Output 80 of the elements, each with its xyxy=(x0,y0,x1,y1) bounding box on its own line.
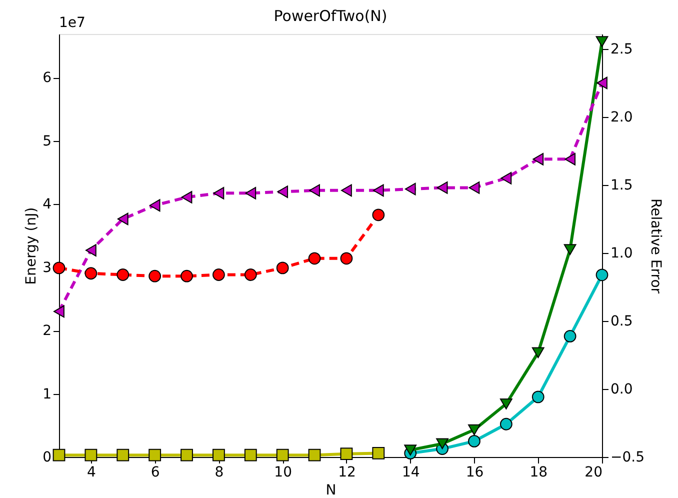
point xyxy=(52,262,66,274)
point xyxy=(277,186,288,198)
point xyxy=(180,448,193,462)
x-tick-label: 12 xyxy=(338,464,356,480)
y-tick-label: 3 xyxy=(42,260,52,276)
point xyxy=(564,330,576,342)
y2-tick-label: −0.5 xyxy=(610,450,644,466)
point xyxy=(212,268,225,281)
point xyxy=(564,244,576,256)
point xyxy=(372,208,385,222)
point xyxy=(500,418,512,430)
point xyxy=(404,444,417,456)
y-tick-label: 2 xyxy=(42,323,52,340)
point xyxy=(436,181,448,194)
text: 1e7 xyxy=(59,15,86,31)
point xyxy=(308,448,321,462)
point xyxy=(309,184,320,197)
point xyxy=(244,448,257,462)
y2-tick-label: 1.0 xyxy=(610,245,633,262)
x-tick-label: 4 xyxy=(86,464,96,480)
x-tick-label: 16 xyxy=(466,464,484,480)
point xyxy=(468,424,480,436)
y2-axis-title: Relative Error xyxy=(647,198,664,294)
point xyxy=(116,448,130,462)
point xyxy=(52,448,66,462)
point xyxy=(84,448,98,462)
point xyxy=(340,448,353,460)
x-tick-label: 10 xyxy=(274,464,292,480)
y2-tick-label: 0.0 xyxy=(610,381,633,398)
point xyxy=(212,448,225,462)
x-tick-label: 20 xyxy=(584,464,602,480)
point xyxy=(148,270,162,282)
point xyxy=(149,199,160,212)
point xyxy=(596,268,608,282)
point xyxy=(596,36,608,48)
x-tick-label: 8 xyxy=(214,464,224,480)
x-tick-label: 14 xyxy=(402,464,420,480)
point xyxy=(116,268,130,281)
point xyxy=(276,262,289,274)
point xyxy=(341,184,352,197)
point xyxy=(500,398,512,410)
point xyxy=(86,244,96,256)
point xyxy=(117,212,128,226)
point xyxy=(54,305,64,318)
point xyxy=(468,435,480,448)
point xyxy=(564,152,576,166)
chart-title: PowerOfTwo(N) xyxy=(274,7,388,25)
point xyxy=(340,252,353,265)
point xyxy=(181,191,192,204)
y2-tick-label: 2.5 xyxy=(610,41,633,58)
point xyxy=(532,390,544,404)
point xyxy=(372,447,385,460)
point xyxy=(532,347,544,358)
x-tick-label: 6 xyxy=(150,464,160,480)
point xyxy=(500,172,512,184)
point xyxy=(404,182,416,196)
y2-tick-label: 0.5 xyxy=(610,313,633,330)
y-tick-label: 5 xyxy=(42,133,52,150)
point xyxy=(308,252,321,265)
point xyxy=(596,76,608,90)
point xyxy=(372,184,384,197)
point xyxy=(276,448,289,462)
point xyxy=(84,267,98,280)
point xyxy=(244,268,257,281)
y-tick-label: 6 xyxy=(42,70,52,86)
y2-tick-label: 1.5 xyxy=(610,177,633,194)
y-axis-title: Energy (nJ) xyxy=(24,207,40,285)
point xyxy=(148,448,162,462)
x-tick-label: 18 xyxy=(530,464,548,480)
point xyxy=(468,181,480,194)
point xyxy=(180,270,193,282)
y2-tick-label: 2.0 xyxy=(610,109,633,126)
y-tick-label: 1 xyxy=(42,386,52,402)
y-tick-label: 0 xyxy=(42,450,52,466)
point xyxy=(436,438,448,450)
point xyxy=(245,186,256,200)
point xyxy=(532,152,544,166)
x-axis-title: N xyxy=(326,482,336,498)
point xyxy=(213,186,224,200)
y-tick-label: 4 xyxy=(42,196,52,213)
